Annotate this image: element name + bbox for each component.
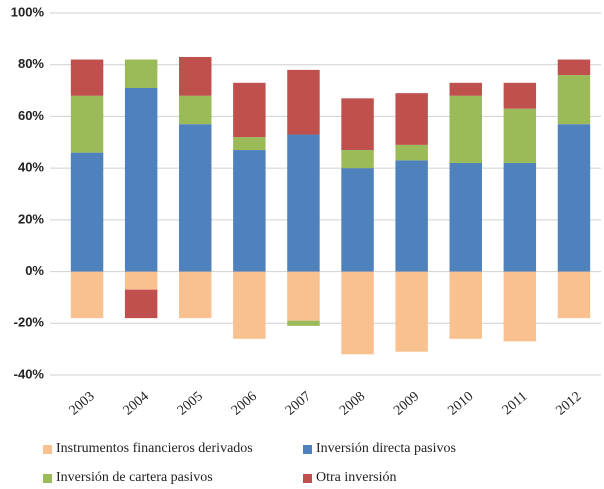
y-tick-label: 80% <box>18 56 44 71</box>
bar-segment <box>70 271 104 319</box>
bar-segment <box>557 124 591 272</box>
bar-segment <box>287 134 320 272</box>
bar-segment <box>287 320 320 326</box>
legend-label: Otra inversión <box>316 470 396 485</box>
y-tick-label: 100% <box>11 4 45 19</box>
bar-segment <box>557 75 591 125</box>
bar-segment <box>124 289 158 319</box>
bar-segment <box>70 152 104 272</box>
bar-segment <box>503 108 537 163</box>
bar-segment <box>503 271 537 342</box>
x-tick-label: 2003 <box>67 389 98 418</box>
y-tick-label: -20% <box>14 315 45 330</box>
bar-segment <box>341 98 374 151</box>
x-tick-label: 2008 <box>337 389 368 418</box>
bar-segment <box>395 144 428 161</box>
bar-segment <box>395 271 428 352</box>
legend-label: Instrumentos financieros derivados <box>56 441 253 456</box>
y-tick-label: 60% <box>18 108 44 123</box>
x-tick-label: 2006 <box>229 389 260 418</box>
y-tick-label: -40% <box>14 366 45 381</box>
bar-segment <box>395 160 428 272</box>
bar-segment <box>341 150 374 169</box>
bar-segment <box>287 271 320 321</box>
legend-swatch <box>303 474 312 483</box>
x-tick-label: 2009 <box>391 389 422 418</box>
x-tick-label: 2011 <box>500 389 531 418</box>
x-tick-label: 2010 <box>445 389 476 418</box>
x-tick-label: 2007 <box>283 389 314 418</box>
bar-segment <box>70 95 104 153</box>
bar-segment <box>557 59 591 76</box>
bar-segment <box>503 82 537 109</box>
bar-segment <box>449 271 482 339</box>
bar-segment <box>233 271 266 339</box>
bar-segment <box>449 95 482 163</box>
x-tick-label: 2012 <box>553 389 584 418</box>
bar-segment <box>179 56 212 96</box>
bar-segment <box>503 162 537 272</box>
bar-segment <box>124 59 158 88</box>
bar-segment <box>395 93 428 145</box>
legend-swatch <box>303 445 312 454</box>
bar-segment <box>341 271 374 355</box>
legend-swatch <box>43 474 52 483</box>
bar-segment <box>179 271 212 319</box>
y-tick-label: 20% <box>18 211 44 226</box>
x-tick-label: 2005 <box>175 389 206 418</box>
bar-segment <box>233 82 266 138</box>
bar-segment <box>70 59 104 96</box>
bar-segment <box>449 82 482 96</box>
bar-segment <box>124 87 158 272</box>
bar-segment <box>179 95 212 125</box>
bar-segment <box>449 162 482 272</box>
y-tick-label: 40% <box>18 160 44 175</box>
bar-segment <box>233 137 266 151</box>
y-tick-label: 0% <box>25 263 44 278</box>
legend-swatch <box>43 445 52 454</box>
bar-segment <box>233 150 266 272</box>
legend-label: Inversión de cartera pasivos <box>56 470 213 485</box>
legend-label: Inversión directa pasivos <box>316 441 456 456</box>
x-tick-label: 2004 <box>121 389 152 418</box>
bar-segment <box>124 271 158 290</box>
bar-segment <box>341 168 374 272</box>
bar-segment <box>179 124 212 272</box>
bar-segment <box>557 271 591 319</box>
bar-segment <box>287 69 320 135</box>
